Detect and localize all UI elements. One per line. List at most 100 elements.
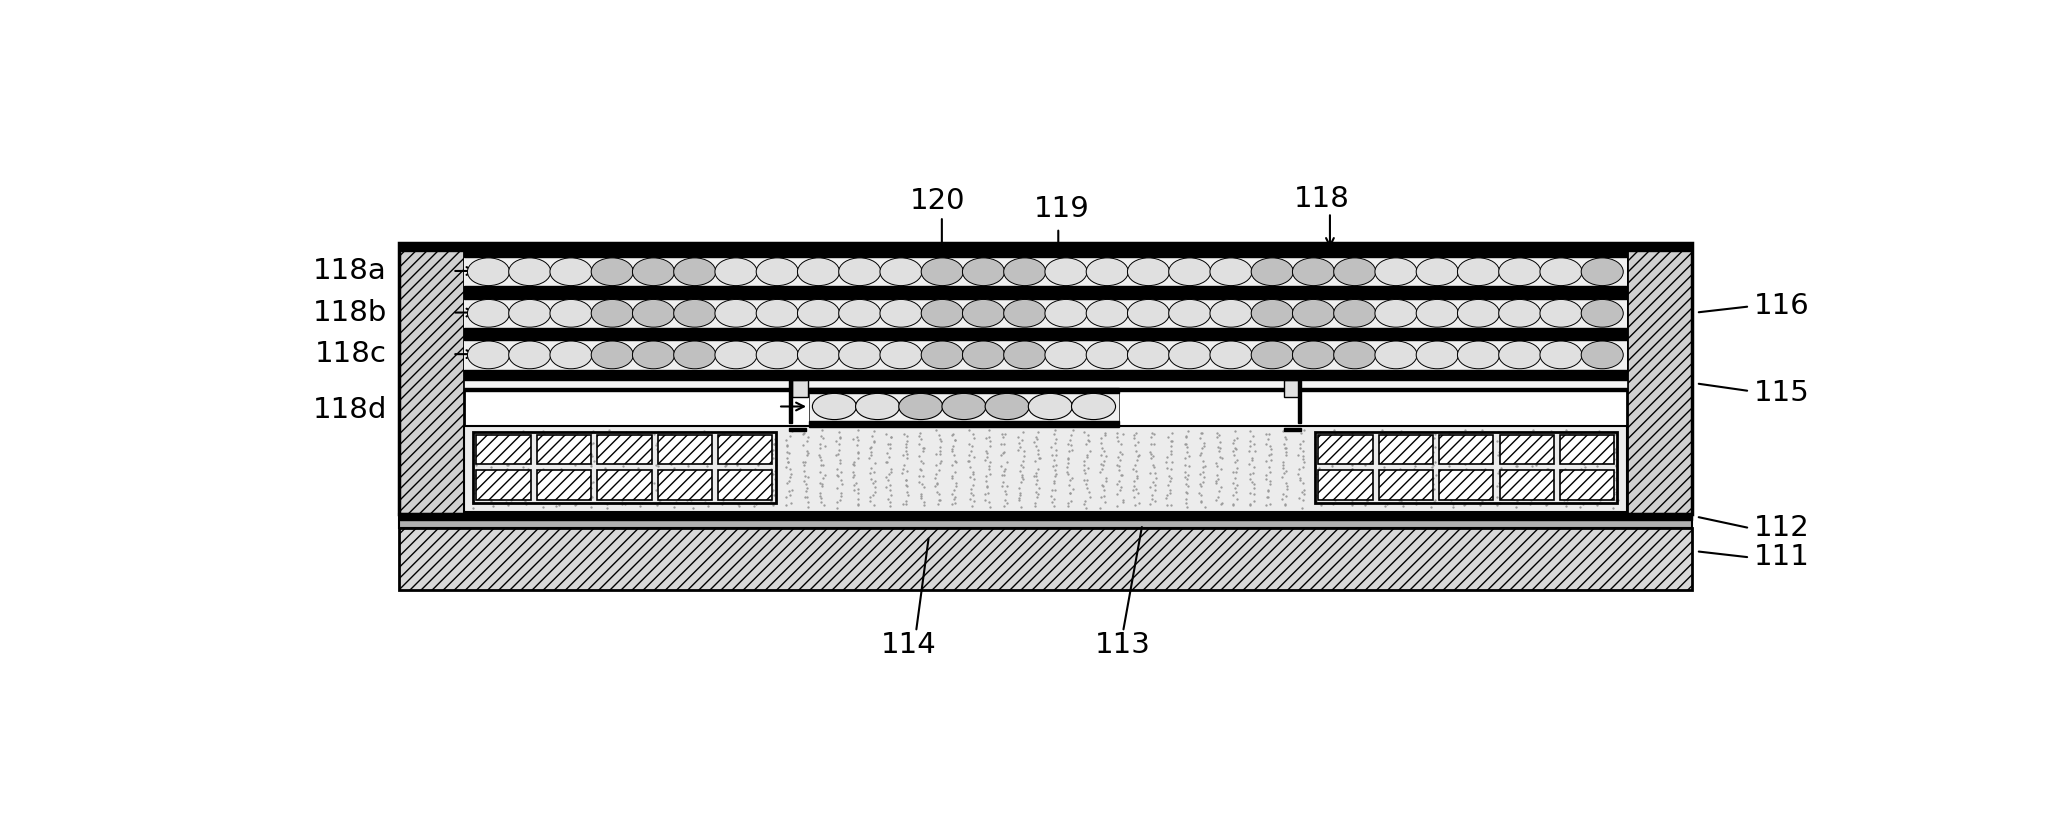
Ellipse shape: [1581, 258, 1624, 286]
Text: 118a: 118a: [312, 257, 387, 285]
Bar: [1560, 470, 1614, 500]
Ellipse shape: [1086, 258, 1128, 286]
Bar: [790, 428, 807, 431]
Ellipse shape: [921, 299, 964, 327]
Ellipse shape: [592, 341, 633, 369]
Ellipse shape: [755, 341, 799, 369]
Bar: [1318, 435, 1372, 465]
Ellipse shape: [633, 258, 674, 286]
Text: 116: 116: [1755, 292, 1810, 320]
Bar: [1560, 435, 1614, 465]
Bar: [399, 514, 1692, 521]
Text: 119: 119: [1034, 195, 1090, 223]
Ellipse shape: [1128, 341, 1169, 369]
Ellipse shape: [509, 341, 550, 369]
Bar: [1440, 470, 1494, 500]
Ellipse shape: [1128, 299, 1169, 327]
Ellipse shape: [1415, 258, 1459, 286]
Ellipse shape: [941, 393, 987, 419]
Bar: [463, 299, 1626, 328]
Ellipse shape: [962, 299, 1006, 327]
Bar: [1285, 377, 1301, 381]
Ellipse shape: [898, 393, 943, 419]
Bar: [476, 470, 530, 500]
Bar: [399, 528, 1692, 590]
Bar: [718, 470, 772, 500]
Ellipse shape: [879, 299, 923, 327]
Bar: [718, 435, 772, 465]
Ellipse shape: [1335, 258, 1376, 286]
Bar: [658, 435, 712, 465]
Ellipse shape: [509, 258, 550, 286]
Bar: [399, 244, 463, 514]
Ellipse shape: [1003, 299, 1045, 327]
Ellipse shape: [1581, 341, 1624, 369]
Bar: [1440, 435, 1494, 465]
Text: 118b: 118b: [312, 298, 387, 327]
Bar: [463, 292, 1626, 299]
Ellipse shape: [879, 258, 923, 286]
Bar: [463, 251, 1626, 257]
Ellipse shape: [879, 341, 923, 369]
Bar: [536, 435, 592, 465]
Ellipse shape: [962, 258, 1006, 286]
Ellipse shape: [1252, 258, 1293, 286]
Ellipse shape: [1498, 299, 1541, 327]
Ellipse shape: [1457, 299, 1500, 327]
Ellipse shape: [1376, 341, 1417, 369]
Ellipse shape: [921, 258, 964, 286]
Bar: [463, 286, 1626, 292]
Ellipse shape: [633, 299, 674, 327]
Ellipse shape: [1045, 299, 1086, 327]
Ellipse shape: [797, 341, 840, 369]
Bar: [463, 328, 1626, 334]
Bar: [1285, 428, 1301, 431]
Ellipse shape: [1045, 258, 1086, 286]
Ellipse shape: [921, 341, 964, 369]
Text: 118c: 118c: [314, 340, 387, 368]
Bar: [1378, 435, 1434, 465]
Text: 114: 114: [881, 631, 935, 659]
Ellipse shape: [1539, 258, 1583, 286]
Ellipse shape: [1335, 341, 1376, 369]
Ellipse shape: [1210, 341, 1252, 369]
Bar: [809, 388, 1119, 393]
Ellipse shape: [674, 258, 716, 286]
Bar: [463, 388, 1626, 391]
Ellipse shape: [716, 299, 757, 327]
Ellipse shape: [1457, 341, 1500, 369]
Ellipse shape: [813, 393, 857, 419]
Ellipse shape: [468, 341, 509, 369]
Ellipse shape: [1293, 258, 1335, 286]
Ellipse shape: [1028, 393, 1072, 419]
Bar: [598, 470, 652, 500]
Ellipse shape: [550, 341, 592, 369]
Ellipse shape: [1376, 258, 1417, 286]
Ellipse shape: [468, 258, 509, 286]
Bar: [598, 435, 652, 465]
Ellipse shape: [1169, 258, 1210, 286]
Ellipse shape: [1293, 341, 1335, 369]
Bar: [463, 426, 1626, 512]
Ellipse shape: [1210, 258, 1252, 286]
Ellipse shape: [633, 341, 674, 369]
Ellipse shape: [1252, 299, 1293, 327]
Ellipse shape: [1128, 258, 1169, 286]
Ellipse shape: [592, 258, 633, 286]
Ellipse shape: [797, 299, 840, 327]
Ellipse shape: [755, 299, 799, 327]
Ellipse shape: [1072, 393, 1115, 419]
Text: 120: 120: [910, 186, 966, 215]
Ellipse shape: [1086, 299, 1128, 327]
Text: 112: 112: [1755, 514, 1810, 542]
Bar: [1500, 470, 1554, 500]
Ellipse shape: [1293, 299, 1335, 327]
Ellipse shape: [1415, 341, 1459, 369]
Bar: [809, 421, 1119, 427]
Ellipse shape: [1169, 299, 1210, 327]
Ellipse shape: [716, 341, 757, 369]
Ellipse shape: [962, 341, 1006, 369]
Ellipse shape: [1415, 299, 1459, 327]
Ellipse shape: [468, 299, 509, 327]
Ellipse shape: [1086, 341, 1128, 369]
